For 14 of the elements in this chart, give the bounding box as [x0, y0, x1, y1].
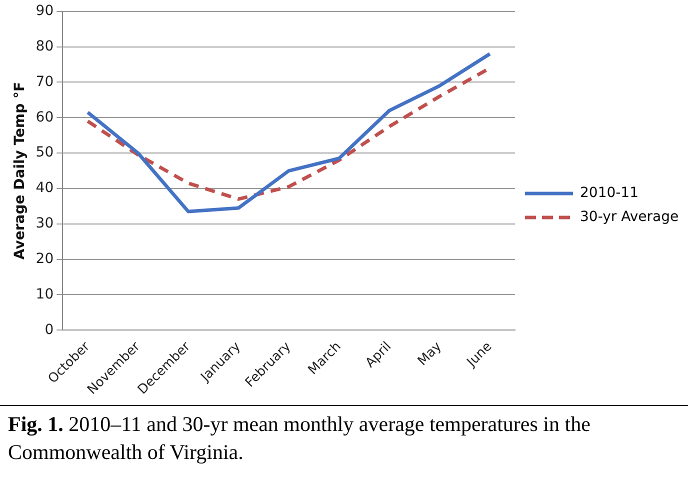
y-tick-label: 30 [36, 216, 54, 232]
y-axis-title: Average Daily Temp °F [12, 82, 28, 260]
legend-label: 30-yr Average [580, 209, 679, 226]
y-tick-label: 60 [36, 109, 54, 126]
y-tick-label: 40 [36, 180, 54, 196]
y-tick-label: 50 [36, 144, 54, 161]
y-tick-label: 10 [36, 286, 54, 302]
y-tick-label: 20 [36, 250, 54, 267]
y-tick-label: 0 [44, 322, 54, 338]
legend-label: 2010-11 [580, 185, 638, 202]
y-tick-label: 70 [36, 74, 54, 90]
caption: Fig. 1. 2010–11 and 30-yr mean monthly average temperatures in the Commonwealth of Virginia. [0, 405, 688, 470]
y-tick-label: 80 [36, 38, 54, 54]
y-tick-label: 90 [36, 3, 54, 20]
